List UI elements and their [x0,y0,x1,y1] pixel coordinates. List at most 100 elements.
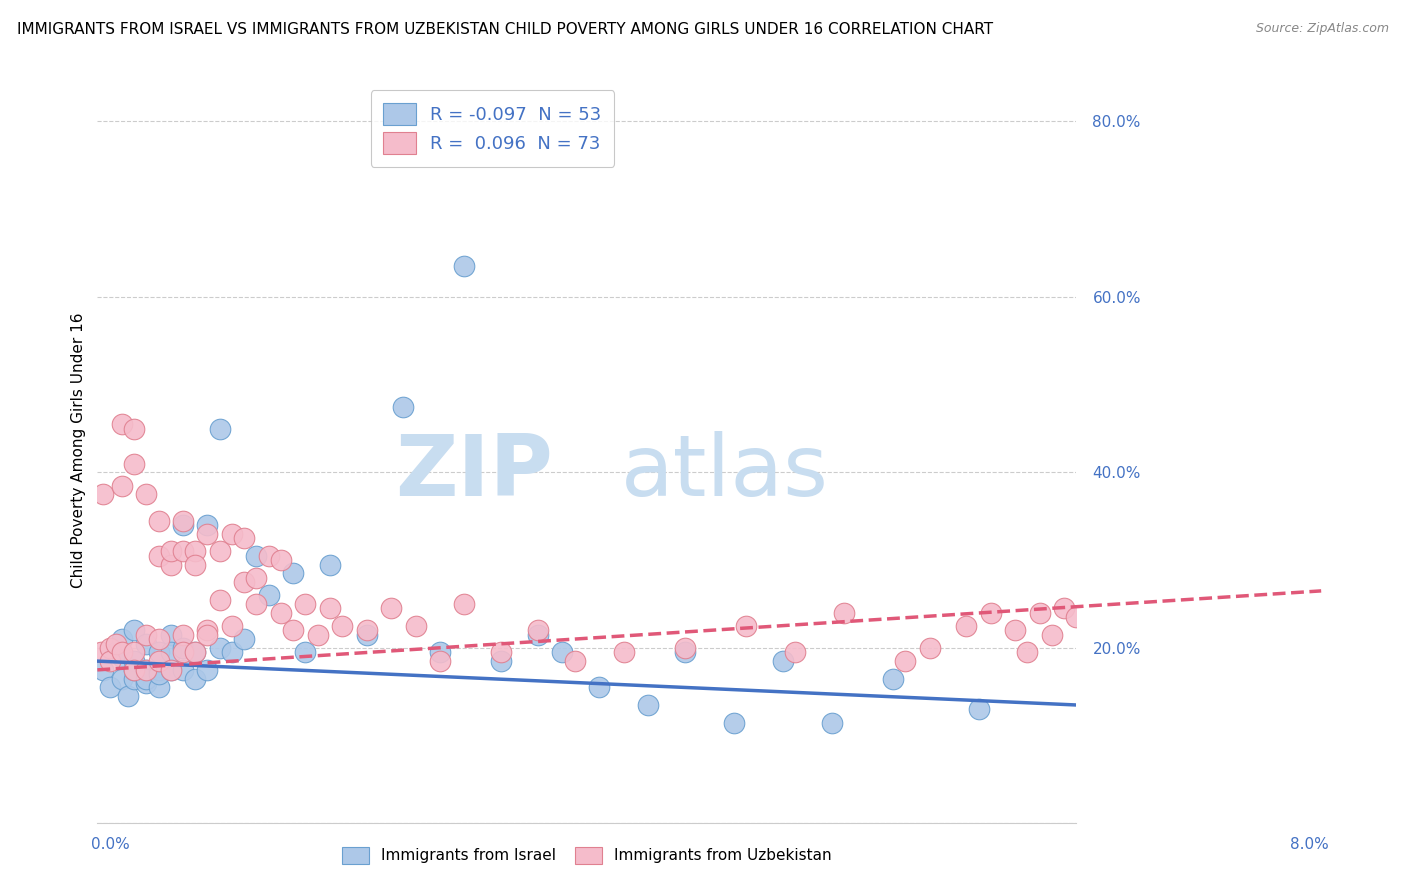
Point [148,667,170,681]
Point [98,640,121,655]
Point [135,487,157,501]
Point [723,715,745,730]
Point [588,681,610,695]
Point [894,654,917,668]
Point [172,640,194,655]
Point [184,672,207,686]
Point [735,619,758,633]
Point [111,632,134,647]
Point [429,645,451,659]
Point [392,400,415,414]
Point [1053,601,1076,615]
Point [197,518,219,533]
Point [832,606,855,620]
Point [673,645,696,659]
Point [117,690,139,704]
Point [783,645,806,659]
Point [197,526,219,541]
Point [197,663,219,677]
Point [172,544,194,558]
Point [111,478,134,492]
Point [135,676,157,690]
Point [527,628,550,642]
Point [197,628,219,642]
Point [98,681,121,695]
Point [122,624,145,638]
Point [637,698,659,712]
Point [319,558,342,572]
Point [208,421,231,435]
Point [148,681,170,695]
Point [93,487,115,501]
Point [551,645,574,659]
Point [172,628,194,642]
Point [245,549,267,563]
Point [111,417,134,431]
Point [148,663,170,677]
Point [820,715,842,730]
Point [221,645,243,659]
Point [135,672,157,686]
Point [93,663,115,677]
Point [122,654,145,668]
Point [980,606,1002,620]
Point [197,624,219,638]
Text: IMMIGRANTS FROM ISRAEL VS IMMIGRANTS FROM UZBEKISTAN CHILD POVERTY AMONG GIRLS U: IMMIGRANTS FROM ISRAEL VS IMMIGRANTS FRO… [17,22,993,37]
Point [429,654,451,668]
Point [208,592,231,607]
Point [882,672,904,686]
Point [159,645,181,659]
Point [184,645,207,659]
Text: Source: ZipAtlas.com: Source: ZipAtlas.com [1256,22,1389,36]
Point [221,526,243,541]
Point [122,672,145,686]
Point [221,619,243,633]
Point [148,654,170,668]
Point [159,544,181,558]
Text: atlas: atlas [621,432,830,515]
Point [613,645,636,659]
Point [489,654,512,668]
Point [135,636,157,650]
Point [257,549,280,563]
Point [283,566,305,581]
Point [111,649,134,664]
Point [233,632,256,647]
Point [172,663,194,677]
Point [159,558,181,572]
Point [148,549,170,563]
Point [184,645,207,659]
Point [159,663,181,677]
Point [1028,606,1050,620]
Point [172,518,194,533]
Legend: R = -0.097  N = 53, R =  0.096  N = 73: R = -0.097 N = 53, R = 0.096 N = 73 [371,90,614,167]
Point [208,544,231,558]
Text: ZIP: ZIP [395,432,553,515]
Point [184,558,207,572]
Y-axis label: Child Poverty Among Girls Under 16: Child Poverty Among Girls Under 16 [72,313,86,588]
Point [527,624,550,638]
Point [104,645,127,659]
Point [148,514,170,528]
Point [122,663,145,677]
Point [148,645,170,659]
Point [159,628,181,642]
Point [90,645,112,659]
Point [283,624,305,638]
Point [673,640,696,655]
Point [135,663,157,677]
Point [159,663,181,677]
Point [233,531,256,545]
Point [98,654,121,668]
Point [148,632,170,647]
Point [319,601,342,615]
Point [245,597,267,611]
Point [270,606,292,620]
Point [564,654,586,668]
Point [122,457,145,471]
Point [1077,588,1099,602]
Point [245,571,267,585]
Point [135,628,157,642]
Point [380,601,402,615]
Point [453,597,475,611]
